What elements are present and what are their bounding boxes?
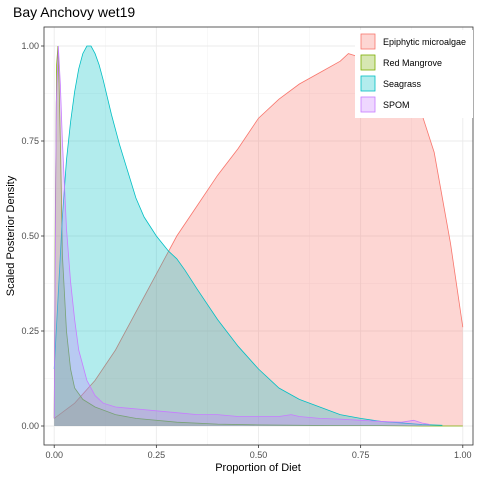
x-axis-ticks: 0.00 0.25 0.50 0.75 1.00 bbox=[45, 445, 472, 460]
chart-title: Bay Anchovy wet19 bbox=[13, 4, 135, 20]
y-tick-label: 0.00 bbox=[21, 421, 39, 431]
x-tick-label: 0.50 bbox=[250, 450, 268, 460]
legend: Epiphytic microalgae Red Mangrove Seagrass… bbox=[355, 30, 473, 118]
density-area-0 bbox=[54, 53, 463, 426]
y-tick-label: 1.00 bbox=[21, 41, 39, 51]
x-tick-label: 1.00 bbox=[454, 450, 472, 460]
legend-key-1 bbox=[360, 54, 376, 71]
x-tick-label: 0.00 bbox=[45, 450, 63, 460]
density-line-1 bbox=[53, 45, 463, 427]
legend-key-3 bbox=[360, 96, 376, 113]
legend-label-2: Seagrass bbox=[383, 79, 422, 89]
legend-label-3: SPOM bbox=[383, 100, 410, 110]
legend-label-1: Red Mangrove bbox=[383, 58, 442, 68]
y-tick-label: 0.75 bbox=[21, 136, 39, 146]
legend-key-2 bbox=[360, 75, 376, 92]
y-tick-label: 0.25 bbox=[21, 326, 39, 336]
y-axis-ticks: 0.00 0.25 0.50 0.75 1.00 bbox=[21, 41, 44, 431]
y-tick-label: 0.50 bbox=[21, 231, 39, 241]
legend-label-0: Epiphytic microalgae bbox=[383, 37, 466, 47]
y-axis-title: Scaled Posterior Density bbox=[5, 175, 17, 296]
x-tick-label: 0.25 bbox=[148, 450, 166, 460]
density-line-3 bbox=[53, 45, 431, 425]
x-tick-label: 0.75 bbox=[352, 450, 370, 460]
legend-key-0 bbox=[360, 33, 376, 50]
x-axis-title: Proportion of Diet bbox=[215, 462, 301, 474]
density-area-2 bbox=[54, 46, 443, 426]
density-line-2 bbox=[53, 45, 443, 426]
